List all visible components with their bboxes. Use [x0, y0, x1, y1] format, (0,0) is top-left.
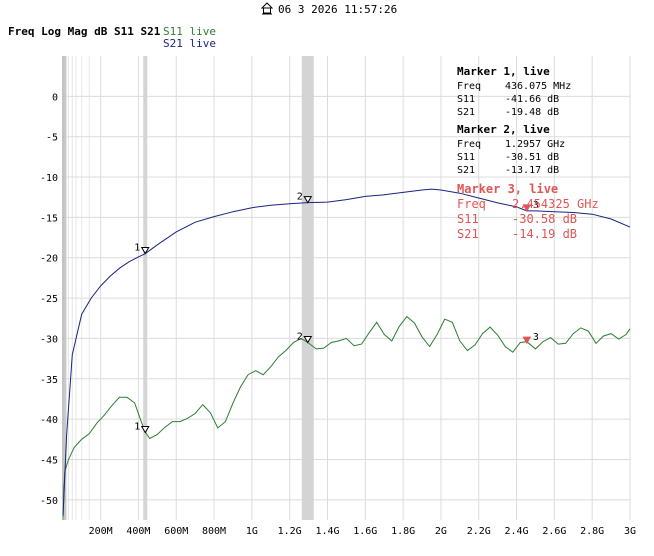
marker-2-s21-label: S21: [457, 165, 475, 176]
y-tick-label: -35: [40, 375, 58, 386]
marker-3-freq-value: 2.454325 GHz: [512, 197, 599, 211]
marker-1-title: Marker 1, live: [457, 65, 550, 78]
marker-readout-panel: Marker 1, live Freq 436.075 MHz S11 -41.…: [457, 65, 599, 241]
marker-band-2: [301, 56, 314, 520]
marker-1-s21-label: S21: [457, 107, 475, 118]
x-tick-label: 200M: [89, 526, 113, 537]
marker-1-freq-label: Freq: [457, 81, 481, 92]
marker-3-s21-triangle[interactable]: [522, 204, 532, 212]
x-tick-label: 1.8G: [391, 526, 415, 537]
marker-2-title: Marker 2, live: [457, 123, 550, 136]
marker-2-s11-label: 2: [297, 332, 303, 343]
x-tick-label: 1.4G: [315, 526, 339, 537]
markers[interactable]: 1 1 2 2 3 3: [134, 192, 539, 434]
legend-s21: S21 live: [163, 37, 216, 50]
marker-3-title: Marker 3, live: [457, 182, 558, 196]
x-tick-label: 1.6G: [353, 526, 377, 537]
marker-1-freq-value: 436.075 MHz: [505, 81, 571, 92]
y-tick-label: -40: [40, 415, 58, 426]
x-tick-label: 2.6G: [542, 526, 566, 537]
x-tick-label: 2G: [435, 526, 447, 537]
marker-2-s21-value: -13.17 dB: [505, 165, 559, 176]
marker-3-s21-value: -14.19 dB: [512, 227, 577, 241]
marker-2-s21-label: 2: [297, 192, 303, 203]
marker-3-s11-triangle[interactable]: [522, 336, 532, 345]
x-tick-label: 800M: [202, 526, 226, 537]
marker-2-s11-label: S11: [457, 152, 475, 163]
x-tick-label: 2.4G: [505, 526, 529, 537]
chart-title: Freq Log Mag dB S11 S21: [8, 25, 161, 38]
marker-1-s11-label: S11: [457, 94, 475, 105]
y-tick-label: -10: [40, 173, 58, 184]
x-tick-label: 600M: [164, 526, 188, 537]
x-tick-label: 1.2G: [278, 526, 302, 537]
y-tick-label: -30: [40, 334, 58, 345]
marker-2-freq-label: Freq: [457, 139, 481, 150]
marker-3-s11-label: S11: [457, 212, 479, 226]
marker-2-freq-value: 1.2957 GHz: [505, 139, 565, 150]
marker-1-s21-value: -19.48 dB: [505, 107, 559, 118]
marker-3-s21-label: 3: [533, 200, 539, 211]
y-tick-label: -5: [46, 133, 58, 144]
marker-1-s11-value: -41.66 dB: [505, 94, 559, 105]
y-tick-label: -50: [40, 496, 58, 507]
x-tick-label: 400M: [126, 526, 150, 537]
y-tick-label: -45: [40, 455, 58, 466]
x-tick-label: 2.8G: [580, 526, 604, 537]
marker-3-s11-label: 3: [533, 332, 539, 343]
axis-labels: 0 -5 -10 -15 -20 -25 -30 -35 -40 -45 -50 200M 400M 60…: [40, 92, 636, 537]
y-tick-label: -20: [40, 254, 58, 265]
x-tick-label: 3G: [624, 526, 636, 537]
marker-1-s21-triangle[interactable]: [140, 247, 150, 255]
y-tick-label: -25: [40, 294, 58, 305]
marker-band-1: [143, 56, 148, 520]
marker-bands: [143, 56, 314, 520]
marker-2-s21-triangle[interactable]: [303, 196, 313, 204]
x-tick-label: 2.2G: [467, 526, 491, 537]
marker-3-s21-label: S21: [457, 227, 479, 241]
marker-1-s11-label: 1: [134, 422, 140, 433]
timestamp-group: 06 3 2026 11:57:26: [260, 2, 397, 16]
grid: [62, 56, 631, 520]
marker-2-s11-triangle[interactable]: [303, 336, 313, 344]
marker-1-s21-label: 1: [134, 243, 140, 254]
marker-3-freq-label: Freq: [457, 197, 486, 211]
plot-background: [63, 56, 630, 520]
legend-s11: S11 live: [163, 25, 216, 38]
marker-2-s11-value: -30.51 dB: [505, 152, 559, 163]
y-tick-label: 0: [52, 92, 58, 103]
timestamp: 06 3 2026 11:57:26: [278, 3, 397, 16]
marker-1-s11-triangle[interactable]: [140, 426, 150, 434]
marker-3-s11-value: -30.58 dB: [512, 212, 577, 226]
x-tick-label: 1G: [246, 526, 258, 537]
home-icon[interactable]: [260, 2, 274, 15]
y-tick-label: -15: [40, 213, 58, 224]
